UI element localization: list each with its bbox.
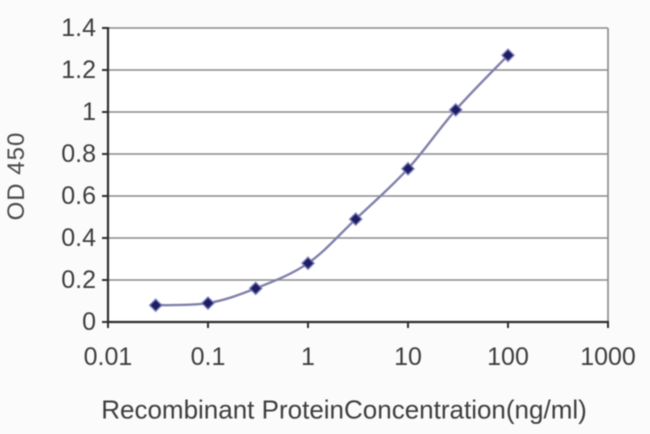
y-tick-label: 0.6 [61, 182, 96, 210]
x-tick-label: 0.1 [191, 343, 226, 371]
data-point-marker [448, 102, 463, 118]
x-axis-title: Recombinant ProteinConcentration(ng/ml) [101, 394, 587, 425]
data-point-marker [500, 48, 516, 63]
y-tick-label: 0.8 [61, 140, 96, 168]
y-tick-label: 1 [82, 98, 96, 126]
y-axis-title: OD 450 [3, 131, 30, 221]
y-tick-label: 1.2 [61, 56, 96, 84]
data-point-marker [348, 211, 363, 227]
x-tick-label: 1 [301, 343, 315, 371]
x-tick-label: 10 [394, 343, 422, 371]
data-point-marker [148, 297, 163, 313]
plot-area [108, 28, 608, 322]
data-point-marker [400, 161, 416, 176]
y-tick-label: 0 [82, 308, 96, 336]
y-tick-label: 1.4 [61, 14, 96, 42]
y-tick-label: 0.4 [61, 224, 96, 252]
data-point-marker [300, 255, 316, 271]
data-point-marker [200, 295, 216, 311]
x-tick-label: 100 [487, 343, 529, 371]
data-point-marker [248, 281, 263, 296]
x-tick-label: 0.01 [84, 343, 133, 371]
x-tick-label: 1000 [580, 343, 636, 371]
y-tick-label: 0.2 [61, 266, 96, 294]
